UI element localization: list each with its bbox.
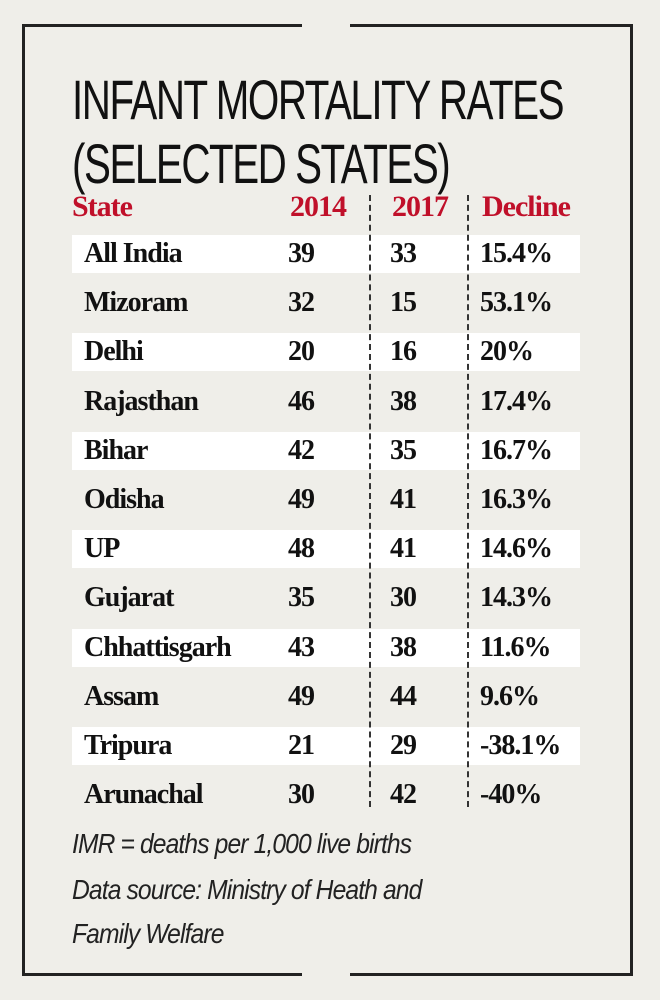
header-2017: 2017	[392, 190, 449, 223]
cell-2017: 38	[390, 631, 417, 663]
cell-state: Delhi	[84, 336, 144, 368]
footnote-source: Data source: Ministry of Heath and	[72, 874, 422, 905]
cell-state: Arunachal	[84, 779, 204, 811]
cell-2014: 32	[288, 287, 315, 319]
table-row: Arunachal 30 42 -40%	[72, 776, 580, 814]
cell-2014: 20	[288, 336, 315, 368]
cell-decline: 16.7%	[480, 434, 553, 466]
cell-2017: 33	[390, 238, 417, 269]
cell-state: All India	[84, 238, 183, 269]
cell-decline: 16.3%	[480, 484, 553, 515]
table-row: All India 39 33 15.4%	[72, 235, 580, 273]
cell-state: Assam	[84, 680, 159, 712]
cell-state: Chhattisgarh	[84, 631, 232, 663]
chart-subtitle: (SELECTED STATES)	[72, 132, 451, 195]
cell-state: Odisha	[84, 484, 165, 515]
table-row: Gujarat 35 30 14.3%	[72, 579, 580, 617]
cell-2014: 43	[288, 631, 315, 663]
cell-2017: 44	[390, 680, 417, 712]
header-state: State	[72, 190, 133, 223]
cell-2017: 29	[390, 730, 417, 761]
cell-decline: -40%	[480, 779, 542, 811]
header-decline: Decline	[482, 190, 571, 223]
table-row: UP 48 41 14.6%	[72, 530, 580, 569]
cell-decline: -38.1%	[480, 730, 561, 761]
chart-title: INFANT MORTALITY RATES	[72, 68, 565, 131]
cell-2014: 30	[288, 779, 315, 811]
cell-state: Gujarat	[84, 582, 174, 614]
table-row: Mizoram 32 15 53.1%	[72, 284, 580, 322]
cell-2014: 21	[288, 730, 315, 761]
column-divider	[369, 195, 371, 807]
cell-2014: 42	[288, 434, 315, 466]
cell-2017: 38	[390, 385, 417, 417]
table-row: Delhi 20 16 20%	[72, 333, 580, 372]
footnote-source-cont: Family Welfare	[72, 918, 224, 949]
cell-decline: 20%	[480, 336, 534, 368]
cell-2014: 48	[288, 533, 315, 565]
footnote-definition: IMR = deaths per 1,000 live births	[72, 828, 412, 859]
cell-2014: 49	[288, 680, 315, 712]
cell-2017: 41	[390, 533, 417, 565]
cell-2017: 30	[390, 582, 417, 614]
cell-state: UP	[84, 533, 120, 565]
header-2014: 2014	[290, 190, 347, 223]
table-row: Odisha 49 41 16.3%	[72, 481, 580, 519]
cell-decline: 14.3%	[480, 582, 553, 614]
cell-2014: 49	[288, 484, 315, 515]
cell-state: Mizoram	[84, 287, 188, 319]
cell-state: Bihar	[84, 434, 148, 466]
column-divider	[467, 195, 469, 807]
cell-2017: 16	[390, 336, 417, 368]
frame-top-right	[350, 24, 633, 27]
cell-decline: 11.6%	[480, 631, 551, 663]
cell-decline: 15.4%	[480, 238, 553, 269]
cell-state: Rajasthan	[84, 385, 199, 417]
cell-2017: 42	[390, 779, 417, 811]
frame-left	[22, 24, 25, 976]
frame-bottom-left	[22, 973, 302, 976]
cell-decline: 9.6%	[480, 680, 540, 712]
table-row: Tripura 21 29 -38.1%	[72, 727, 580, 765]
cell-2014: 35	[288, 582, 315, 614]
cell-2017: 41	[390, 484, 417, 515]
cell-decline: 17.4%	[480, 385, 553, 417]
cell-decline: 53.1%	[480, 287, 553, 319]
frame-right	[630, 24, 633, 976]
cell-2017: 35	[390, 434, 417, 466]
cell-2017: 15	[390, 287, 417, 319]
frame-bottom-right	[350, 973, 633, 976]
cell-2014: 39	[288, 238, 315, 269]
cell-2014: 46	[288, 385, 315, 417]
frame-top-left	[22, 24, 302, 27]
table-row: Rajasthan 46 38 17.4%	[72, 383, 580, 421]
table-row: Bihar 42 35 16.7%	[72, 431, 580, 470]
table-row: Chhattisgarh 43 38 11.6%	[72, 628, 580, 667]
cell-state: Tripura	[84, 730, 172, 761]
cell-decline: 14.6%	[480, 533, 553, 565]
table-row: Assam 49 44 9.6%	[72, 678, 580, 716]
